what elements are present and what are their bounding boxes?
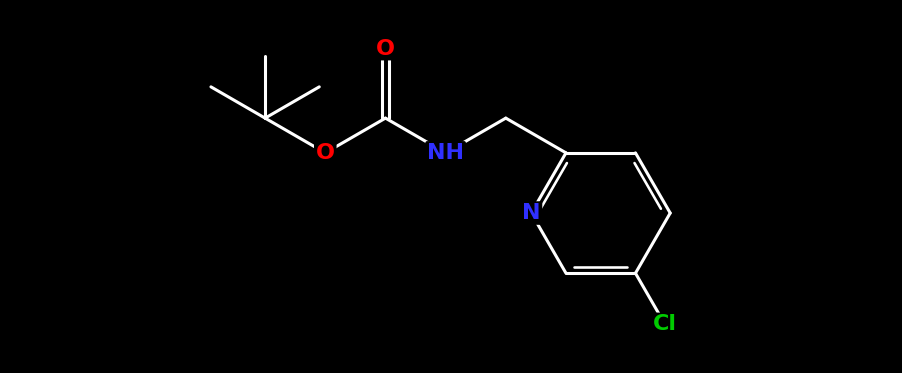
Text: N: N — [522, 203, 540, 223]
Text: O: O — [376, 39, 395, 59]
Text: Cl: Cl — [653, 314, 677, 334]
Text: O: O — [316, 143, 335, 163]
Text: NH: NH — [428, 143, 465, 163]
